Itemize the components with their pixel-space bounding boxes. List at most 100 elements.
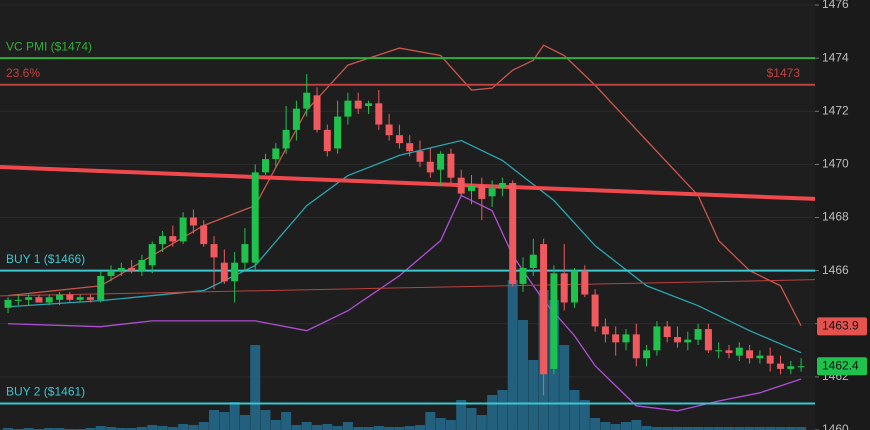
candle-body xyxy=(447,153,455,178)
candle-body xyxy=(251,172,259,263)
volume-bar xyxy=(621,422,632,430)
level-label: 23.6% xyxy=(6,66,40,80)
candle-body xyxy=(365,103,373,106)
candle-body xyxy=(344,100,352,117)
candle-body xyxy=(437,153,445,170)
volume-bar xyxy=(528,360,539,430)
volume-bar xyxy=(363,427,374,430)
candle-body xyxy=(282,129,290,149)
volume-bar xyxy=(734,427,745,430)
candle-body xyxy=(86,297,94,300)
volume-bar xyxy=(332,426,343,430)
candle-body xyxy=(776,363,784,369)
candle-body xyxy=(14,299,22,301)
volume-bar xyxy=(95,426,106,430)
volume-bar xyxy=(281,412,292,430)
volume-bar xyxy=(785,427,796,430)
volume-bar xyxy=(703,427,714,430)
candle-body xyxy=(45,297,53,303)
trend-line xyxy=(0,279,816,297)
volume-bar xyxy=(600,422,611,430)
volume-bar xyxy=(384,427,395,430)
volume-bar xyxy=(147,425,158,430)
volume-bar xyxy=(579,400,590,430)
candle-body xyxy=(323,129,331,152)
candle-body xyxy=(571,270,579,303)
volume-bar xyxy=(44,428,55,430)
candle-body xyxy=(56,294,64,300)
candle-body xyxy=(4,299,12,308)
volume-bar xyxy=(3,428,14,430)
volume-bar xyxy=(157,426,168,430)
candle-body xyxy=(766,355,774,364)
volume-bar xyxy=(116,428,127,430)
candle-body xyxy=(138,260,146,271)
plot-area xyxy=(0,0,815,430)
candle-body xyxy=(540,244,548,375)
volume-bar xyxy=(765,427,776,430)
price-tag-label: 1463.9 xyxy=(822,319,859,333)
volume-bar xyxy=(445,420,456,430)
y-tick-label: 1470 xyxy=(822,157,849,171)
candle-body xyxy=(241,244,249,263)
volume-bar xyxy=(167,427,178,430)
volume-bar xyxy=(250,345,261,430)
price-tag xyxy=(817,317,867,336)
candle-body xyxy=(632,334,640,359)
volume-bar xyxy=(291,425,302,430)
volume-bar xyxy=(342,422,353,430)
level-label: VC PMI ($1474) xyxy=(6,39,92,53)
candle-body xyxy=(313,95,321,130)
level-label: BUY 2 ($1461) xyxy=(6,385,85,399)
volume-bar xyxy=(301,422,312,430)
candle-body xyxy=(560,273,568,303)
volume-bar xyxy=(641,426,652,430)
candle-body xyxy=(612,334,620,343)
volume-bar xyxy=(136,427,147,430)
volume-bar xyxy=(518,320,529,430)
candle-body xyxy=(715,350,723,352)
volume-bar xyxy=(631,420,642,430)
candle-body xyxy=(406,143,414,152)
candle-body xyxy=(148,244,156,266)
volume-bar xyxy=(569,390,580,430)
volume-bar xyxy=(476,415,487,430)
volume-bar xyxy=(188,425,199,430)
volume-bar xyxy=(239,415,250,430)
band-line xyxy=(7,44,802,327)
y-tick-label: 1474 xyxy=(822,50,849,64)
volume-bar xyxy=(85,428,96,430)
candle-body xyxy=(169,236,177,242)
volume-bar xyxy=(404,426,415,430)
candle-body xyxy=(622,334,630,343)
volume-bar xyxy=(322,424,333,430)
band-line xyxy=(7,139,802,354)
candle-body xyxy=(159,236,167,245)
y-tick-label: 1466 xyxy=(822,263,849,277)
y-tick-label: 1476 xyxy=(822,0,849,11)
candle-body xyxy=(66,294,74,300)
candle-body xyxy=(457,177,465,194)
candle-body xyxy=(643,350,651,359)
candle-body xyxy=(292,108,300,130)
candle-body xyxy=(478,185,486,199)
volume-bar xyxy=(796,427,807,430)
volume-bar xyxy=(23,428,34,430)
volume-bar xyxy=(394,427,405,430)
price-tag-label: 1462.4 xyxy=(822,358,859,372)
candle-body xyxy=(385,124,393,136)
candle-body xyxy=(653,326,661,351)
volume-bar xyxy=(126,428,137,430)
candle-body xyxy=(179,217,187,242)
volume-bar xyxy=(610,424,621,430)
candle-body xyxy=(746,350,754,359)
volume-bar xyxy=(353,427,364,430)
candle-body xyxy=(117,267,125,271)
candle-body xyxy=(262,159,270,173)
volume-bar xyxy=(723,427,734,430)
candle-body xyxy=(128,267,136,271)
candle-body xyxy=(97,275,105,300)
y-tick-label: 1472 xyxy=(822,103,849,117)
candle-body xyxy=(303,92,311,109)
volume-bar xyxy=(425,412,436,430)
